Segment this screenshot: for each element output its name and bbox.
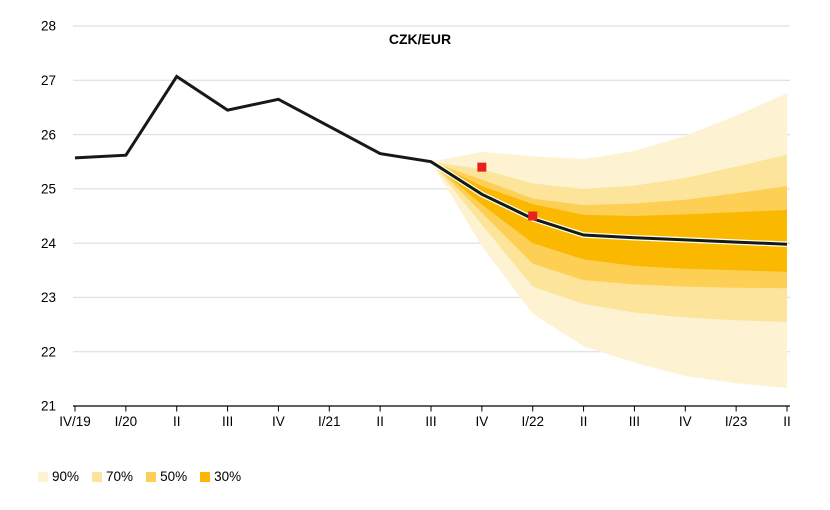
x-tick-label: II: [173, 414, 181, 429]
y-axis-labels: 21 22 23 24 25 26 27 28: [41, 19, 57, 414]
x-tick-label: IV/19: [59, 414, 91, 429]
x-tick-label: III: [425, 414, 436, 429]
y-tick-label: 25: [41, 182, 56, 197]
legend-swatch-50-icon: [146, 471, 157, 482]
legend-label-70: 70%: [106, 469, 134, 484]
y-tick-label: 24: [41, 236, 57, 251]
outturn-marker-square: [528, 211, 538, 221]
y-tick-label: 26: [41, 127, 56, 142]
y-gridlines: [73, 25, 790, 353]
y-tick-label: 22: [41, 344, 56, 359]
x-tick-label: I/21: [318, 414, 341, 429]
x-tick-label: IV: [679, 414, 692, 429]
legend-item-50: 50%: [146, 470, 187, 484]
legend-item-70: 70%: [92, 470, 133, 484]
y-tick-label: 21: [41, 399, 56, 414]
x-tick-label: II: [376, 414, 384, 429]
legend-label-90: 90%: [52, 469, 80, 484]
chart-title: CZK/EUR: [389, 31, 451, 47]
x-tick-label: III: [629, 414, 640, 429]
x-tick-label: II: [783, 414, 791, 429]
exchange-rate-line: [74, 74, 788, 246]
x-tick-label: IV: [475, 414, 488, 429]
x-tick-label: II: [580, 414, 588, 429]
x-axis: [73, 405, 790, 412]
chart-legend: 90% 70% 50% 30%: [38, 470, 254, 484]
x-tick-label: IV: [272, 414, 285, 429]
band-30%: [431, 161, 787, 272]
y-tick-label: 28: [41, 19, 56, 34]
legend-swatch-70-icon: [92, 471, 103, 482]
outturn-marker-square: [477, 162, 487, 172]
legend-swatch-30-icon: [200, 471, 211, 482]
x-axis-labels: IV/19 I/20 II III IV I/21 II III IV I/22 II III IV I/…: [59, 414, 791, 429]
x-tick-label: I/23: [725, 414, 748, 429]
legend-label-30: 30%: [214, 469, 242, 484]
x-tick-label: I/20: [115, 414, 138, 429]
legend-item-30: 30%: [200, 470, 241, 484]
y-tick-label: 27: [41, 73, 56, 88]
x-tick-label: III: [222, 414, 233, 429]
legend-item-90: 90%: [38, 470, 79, 484]
outturn-markers: [477, 162, 538, 221]
legend-swatch-90-icon: [38, 471, 48, 482]
x-tick-label: I/22: [521, 414, 544, 429]
y-tick-label: 23: [41, 290, 56, 305]
legend-label-50: 50%: [160, 469, 188, 484]
